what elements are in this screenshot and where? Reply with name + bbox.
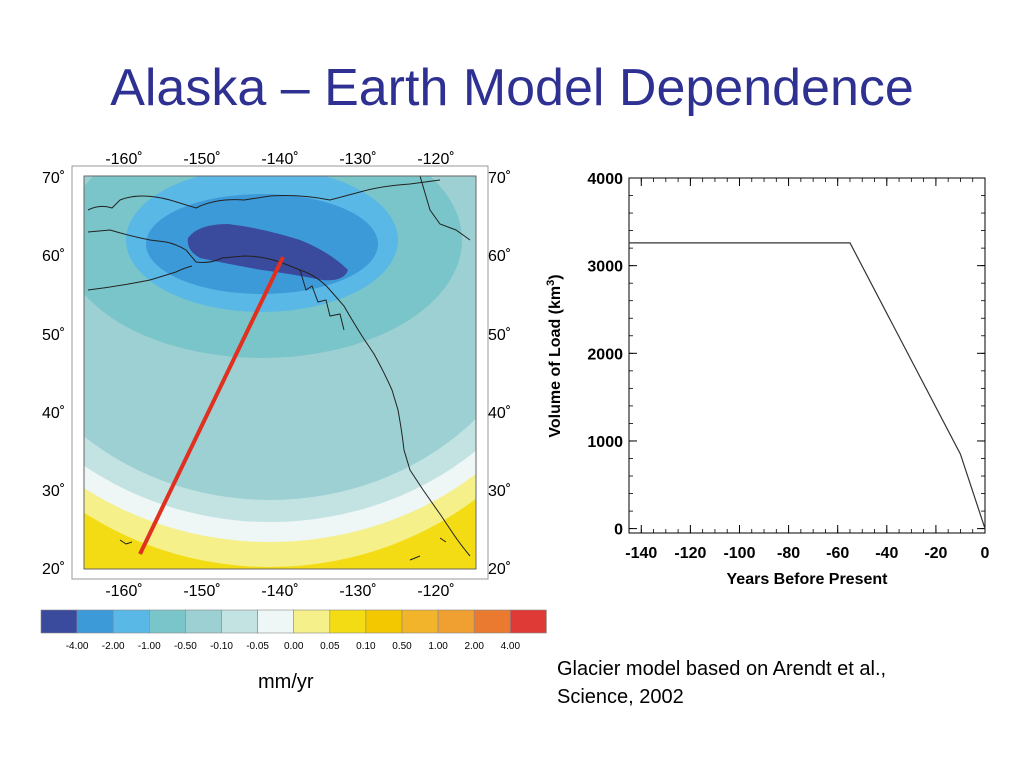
- load-volume-line: [629, 242, 986, 529]
- legend-label: -0.05: [246, 641, 269, 652]
- legend-label: -0.10: [210, 641, 233, 652]
- x-tick-label: -20: [924, 545, 947, 562]
- top-lon-label: -120˚: [417, 151, 454, 168]
- legend-swatch: [437, 609, 475, 634]
- legend-swatch: [149, 609, 186, 634]
- legend-swatches: [40, 609, 547, 634]
- legend-swatch: [329, 609, 367, 634]
- y-axis-label: Volume of Load (km3): [545, 274, 564, 437]
- y-tick-label: 0: [614, 522, 623, 539]
- top-lon-label: -140˚: [261, 151, 298, 168]
- y-tick-label: 1000: [587, 434, 623, 451]
- left-lat-label: 60˚: [42, 248, 65, 265]
- legend-swatch: [40, 609, 78, 634]
- slide-title: Alaska – Earth Model Dependence: [110, 59, 914, 117]
- profile-line: [138, 256, 285, 555]
- legend-label: -0.50: [174, 641, 197, 652]
- legend-label: 2.00: [464, 641, 484, 652]
- caption: Glacier model based on Arendt et al., Sc…: [557, 655, 997, 711]
- x-tick-label: -80: [777, 545, 800, 562]
- top-lon-label: -160˚: [105, 151, 142, 168]
- legend-swatch: [257, 609, 295, 634]
- legend-labels: -4.00 -2.00 -1.00 -0.50 -0.10 -0.05 0.00 0.05 0.…: [66, 641, 521, 652]
- left-lat-label: 50˚: [42, 327, 65, 344]
- bottom-lon-label: -150˚: [183, 583, 220, 600]
- legend-label: -2.00: [102, 641, 125, 652]
- chart-ticks: [628, 177, 986, 533]
- legend-label: -4.00: [66, 641, 89, 652]
- x-tick-label: 0: [981, 545, 990, 562]
- x-tick-label: -60: [826, 545, 849, 562]
- x-tick-label: -140: [625, 545, 657, 562]
- right-lat-label: 30˚: [488, 483, 511, 500]
- legend-swatch: [221, 609, 258, 634]
- legend-label: 0.50: [392, 641, 412, 652]
- map-inner-frame: [83, 175, 477, 570]
- bottom-lon-label: -140˚: [261, 583, 298, 600]
- plot-frame: [628, 177, 986, 534]
- x-tick-labels: -140 -120 -100 -80 -60 -40 -20 0: [625, 545, 989, 562]
- legend-swatch: [401, 609, 439, 634]
- uplift-rate-map: -160˚ -150˚ -140˚ -130˚ -120˚ -160˚ -150…: [42, 151, 511, 600]
- left-lat-label: 40˚: [42, 405, 65, 422]
- left-lat-label: 30˚: [42, 483, 65, 500]
- caption-line-2: Science, 2002: [557, 686, 684, 708]
- legend-swatch: [365, 609, 403, 634]
- legend-label: 0.10: [356, 641, 376, 652]
- left-lat-label: 70˚: [42, 170, 65, 187]
- y-tick-label: 4000: [587, 171, 623, 188]
- legend-swatch: [112, 609, 150, 634]
- caption-line-1: Glacier model based on Arendt et al.,: [557, 658, 887, 680]
- top-lon-label: -130˚: [339, 151, 376, 168]
- y-tick-label: 3000: [587, 259, 623, 276]
- y-tick-labels: 0 1000 2000 3000 4000: [587, 171, 623, 539]
- color-legend: -4.00 -2.00 -1.00 -0.50 -0.10 -0.05 0.00 0.05 0.…: [40, 609, 547, 652]
- legend-label: 4.00: [501, 641, 521, 652]
- map-outer-frame: [71, 165, 489, 580]
- legend-swatch: [509, 609, 547, 634]
- bottom-lon-label: -160˚: [105, 583, 142, 600]
- legend-label: -1.00: [138, 641, 161, 652]
- legend-swatch: [473, 609, 511, 634]
- right-lat-label: 50˚: [488, 327, 511, 344]
- legend-label: 1.00: [428, 641, 448, 652]
- load-volume-chart: -140 -120 -100 -80 -60 -40 -20 0 0 1000 2000 3000 4…: [545, 171, 990, 588]
- right-lat-label: 60˚: [488, 248, 511, 265]
- bottom-lon-label: -130˚: [339, 583, 376, 600]
- right-lat-label: 70˚: [488, 170, 511, 187]
- legend-unit-label: mm/yr: [258, 671, 314, 693]
- legend-swatch: [185, 609, 222, 634]
- x-tick-label: -40: [875, 545, 898, 562]
- right-lat-label: 20˚: [488, 561, 511, 578]
- x-tick-label: -120: [674, 545, 706, 562]
- x-tick-label: -100: [723, 545, 755, 562]
- coastline: [87, 176, 471, 561]
- bottom-lon-label: -120˚: [417, 583, 454, 600]
- legend-label: 0.00: [284, 641, 304, 652]
- right-lat-label: 40˚: [488, 405, 511, 422]
- y-tick-label: 2000: [587, 346, 623, 363]
- legend-label: 0.05: [320, 641, 340, 652]
- legend-swatch: [293, 609, 331, 634]
- top-lon-label: -150˚: [183, 151, 220, 168]
- x-axis-label: Years Before Present: [727, 571, 889, 588]
- legend-swatch: [76, 609, 114, 634]
- left-lat-label: 20˚: [42, 561, 65, 578]
